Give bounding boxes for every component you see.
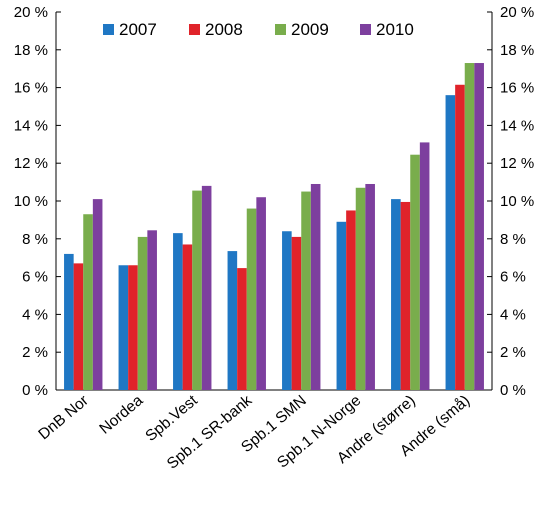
right-y-tick-label: 10 % — [500, 193, 534, 210]
bar-2008 — [73, 263, 84, 390]
legend-label-2009: 2009 — [291, 20, 329, 39]
bar-2009 — [355, 187, 366, 390]
bar-2007 — [282, 231, 292, 390]
bar-2008 — [182, 244, 193, 390]
left-y-tick-label: 10 % — [14, 193, 48, 210]
right-y-tick-label: 2 % — [500, 344, 526, 361]
legend-swatch-2009 — [275, 24, 286, 35]
right-y-tick-label: 14 % — [500, 117, 534, 134]
bar-2010 — [419, 142, 430, 390]
tick-labels: 0 % 0 % 2 % 2 % 4 % 4 % 6 % 6 % 8 % 8 % 10 % 10 % 12… — [14, 4, 534, 399]
bar-2007 — [118, 265, 129, 390]
bar-2010 — [92, 199, 103, 390]
left-y-tick-label: 8 % — [22, 231, 48, 248]
bar-2008 — [455, 84, 465, 391]
right-y-tick-label: 18 % — [500, 42, 534, 59]
legend-swatch-2008 — [189, 24, 200, 35]
left-y-tick-label: 18 % — [14, 42, 48, 59]
bar-2010 — [474, 63, 484, 390]
legend-label-2010: 2010 — [376, 20, 414, 39]
bar-2009 — [464, 63, 475, 390]
bar-2007 — [173, 233, 183, 390]
bar-2009 — [137, 236, 148, 390]
bar-2009 — [192, 190, 202, 390]
legend-swatch-2007 — [103, 24, 114, 35]
left-y-tick-label: 12 % — [14, 155, 48, 172]
legend: 2007 2008 2009 2010 — [103, 20, 414, 39]
bar-2010 — [310, 183, 321, 390]
left-y-tick-label: 6 % — [22, 269, 48, 286]
legend-label-2007: 2007 — [119, 20, 157, 39]
bar-2007 — [64, 253, 74, 390]
category-label: Nordea — [96, 392, 146, 438]
right-y-tick-label: 12 % — [500, 155, 534, 172]
bar-2009 — [246, 208, 257, 390]
bar-2008 — [291, 236, 302, 390]
left-y-tick-label: 2 % — [22, 344, 48, 361]
bar-2008 — [346, 210, 356, 390]
right-y-tick-label: 0 % — [500, 382, 526, 399]
bar-2007 — [391, 199, 401, 390]
right-y-tick-label: 6 % — [500, 269, 526, 286]
bar-2008 — [128, 265, 138, 390]
left-y-tick-label: 0 % — [22, 382, 48, 399]
category-label: DnB Nor — [35, 392, 91, 443]
bar-2007 — [227, 251, 238, 390]
right-y-tick-label: 20 % — [500, 4, 534, 21]
left-y-tick-label: 20 % — [14, 4, 48, 21]
bars — [64, 63, 484, 391]
bar-2009 — [301, 191, 311, 390]
right-y-tick-label: 8 % — [500, 231, 526, 248]
left-y-tick-label: 14 % — [14, 117, 48, 134]
bar-2007 — [336, 221, 347, 390]
bar-2008 — [237, 268, 247, 390]
bar-2008 — [400, 201, 411, 390]
bar-2010 — [201, 185, 212, 390]
right-y-tick-label: 4 % — [500, 306, 526, 323]
legend-swatch-2010 — [360, 24, 371, 35]
bar-2009 — [410, 154, 420, 390]
left-y-tick-label: 4 % — [22, 306, 48, 323]
bar-2010 — [147, 230, 157, 390]
right-y-tick-label: 16 % — [500, 80, 534, 97]
bar-2010 — [256, 197, 266, 390]
bar-2009 — [83, 214, 93, 390]
legend-label-2008: 2008 — [205, 20, 243, 39]
bar-2010 — [365, 183, 375, 390]
bar-2007 — [445, 95, 456, 390]
left-y-tick-label: 16 % — [14, 80, 48, 97]
